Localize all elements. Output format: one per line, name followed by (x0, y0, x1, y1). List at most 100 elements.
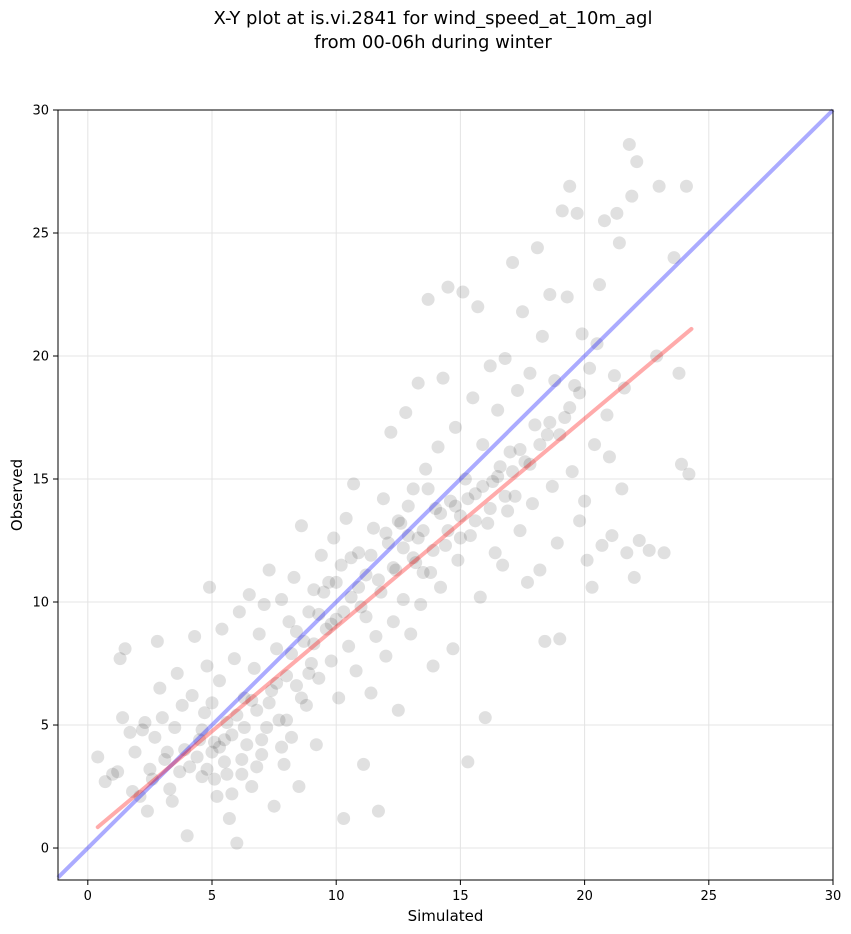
scatter-point-152 (518, 455, 532, 469)
scatter-point-8 (133, 789, 147, 803)
scatter-point-145 (501, 504, 515, 518)
scatter-point-59 (282, 615, 296, 629)
scatter-point-14 (158, 752, 172, 766)
y-tick-label-1: 5 (41, 719, 49, 734)
scatter-point-253 (386, 561, 400, 575)
scatter-point-3 (113, 652, 127, 666)
scatter-point-12 (150, 634, 164, 648)
scatter-point-261 (426, 543, 440, 557)
scatter-point-28 (205, 745, 219, 759)
scatter-point-51 (262, 563, 276, 577)
scatter-point-45 (247, 661, 261, 675)
scatter-point-176 (578, 494, 592, 508)
scatter-point-151 (516, 305, 530, 319)
scatter-point-85 (349, 664, 363, 678)
scatter-point-224 (217, 733, 231, 747)
scatter-point-269 (483, 502, 497, 516)
scatter-point-194 (622, 137, 636, 151)
scatter-point-195 (625, 189, 639, 203)
scatter-point-118 (434, 580, 448, 594)
scatter-point-112 (419, 462, 433, 476)
y-tick-label-5: 25 (32, 227, 49, 242)
scatter-point-192 (617, 381, 631, 395)
scatter-point-46 (250, 703, 264, 717)
scatter-point-136 (478, 711, 492, 725)
scatter-point-25 (198, 706, 212, 720)
scatter-point-100 (389, 563, 403, 577)
scatter-point-183 (595, 538, 609, 552)
scatter-point-208 (106, 767, 120, 781)
scatter-point-99 (386, 615, 400, 629)
scatter-point-205 (674, 457, 688, 471)
scatter-point-206 (679, 179, 693, 193)
identity-line (56, 108, 835, 879)
scatter-point-22 (188, 629, 202, 643)
scatter-point-254 (391, 514, 405, 528)
scatter-point-251 (371, 573, 385, 587)
scatter-point-207 (682, 467, 696, 481)
scatter-point-214 (160, 745, 174, 759)
scatter-point-119 (436, 371, 450, 385)
scatter-point-82 (342, 639, 356, 653)
scatter-point-60 (284, 730, 298, 744)
scatter-point-228 (235, 752, 249, 766)
scatter-point-203 (667, 251, 681, 265)
scatter-point-55 (272, 713, 286, 727)
scatter-point-162 (543, 288, 557, 302)
scatter-point-67 (302, 605, 316, 619)
scatter-point-1 (98, 775, 112, 789)
scatter-point-225 (220, 767, 234, 781)
scatter-point-267 (468, 514, 482, 528)
scatter-point-70 (309, 738, 323, 752)
x-tick-label-6: 30 (825, 889, 842, 904)
scatter-point-144 (498, 351, 512, 365)
scatter-point-30 (210, 789, 224, 803)
scatter-point-48 (255, 748, 269, 762)
scatter-point-129 (461, 755, 475, 769)
scatter-point-76 (327, 531, 341, 545)
scatter-point-27 (203, 580, 217, 594)
scatter-point-17 (170, 666, 184, 680)
scatter-point-49 (257, 597, 271, 611)
scatter-point-235 (275, 740, 289, 754)
scatter-point-190 (612, 236, 626, 250)
scatter-point-132 (468, 487, 482, 501)
scatter-point-156 (528, 418, 542, 432)
scatter-point-219 (195, 723, 209, 737)
scatter-point-180 (588, 438, 602, 452)
scatter-point-240 (302, 666, 316, 680)
scatter-point-248 (352, 580, 366, 594)
scatter-point-47 (252, 627, 266, 641)
scatter-point-196 (627, 570, 641, 584)
scatter-point-53 (267, 799, 281, 813)
scatter-point-10 (140, 804, 154, 818)
scatter-point-250 (364, 548, 378, 562)
scatter-point-264 (448, 499, 462, 513)
scatter-point-273 (513, 442, 527, 456)
scatter-point-276 (543, 415, 557, 429)
scatter-point-140 (488, 546, 502, 560)
x-tick-label-2: 10 (328, 889, 345, 904)
scatter-point-249 (359, 610, 373, 624)
scatter-point-260 (421, 482, 435, 496)
y-tick-label-2: 10 (32, 596, 49, 611)
scatter-point-94 (374, 585, 388, 599)
scatter-point-81 (339, 511, 353, 525)
scatter-point-159 (535, 329, 549, 343)
scatter-point-50 (260, 720, 274, 734)
scatter-point-272 (506, 465, 520, 479)
scatter-point-275 (533, 438, 547, 452)
x-tick-label-5: 25 (701, 889, 718, 904)
scatter-point-215 (165, 794, 179, 808)
scatter-point-111 (416, 524, 430, 538)
scatter-point-187 (605, 529, 619, 543)
scatter-point-150 (513, 524, 527, 538)
scatter-point-40 (235, 767, 249, 781)
scatter-point-72 (314, 548, 328, 562)
scatter-point-279 (573, 386, 587, 400)
scatter-point-268 (476, 479, 490, 493)
scatter-point-178 (583, 361, 597, 375)
scatter-point-177 (580, 553, 594, 567)
scatter-point-165 (550, 536, 564, 550)
scatter-point-16 (168, 720, 182, 734)
